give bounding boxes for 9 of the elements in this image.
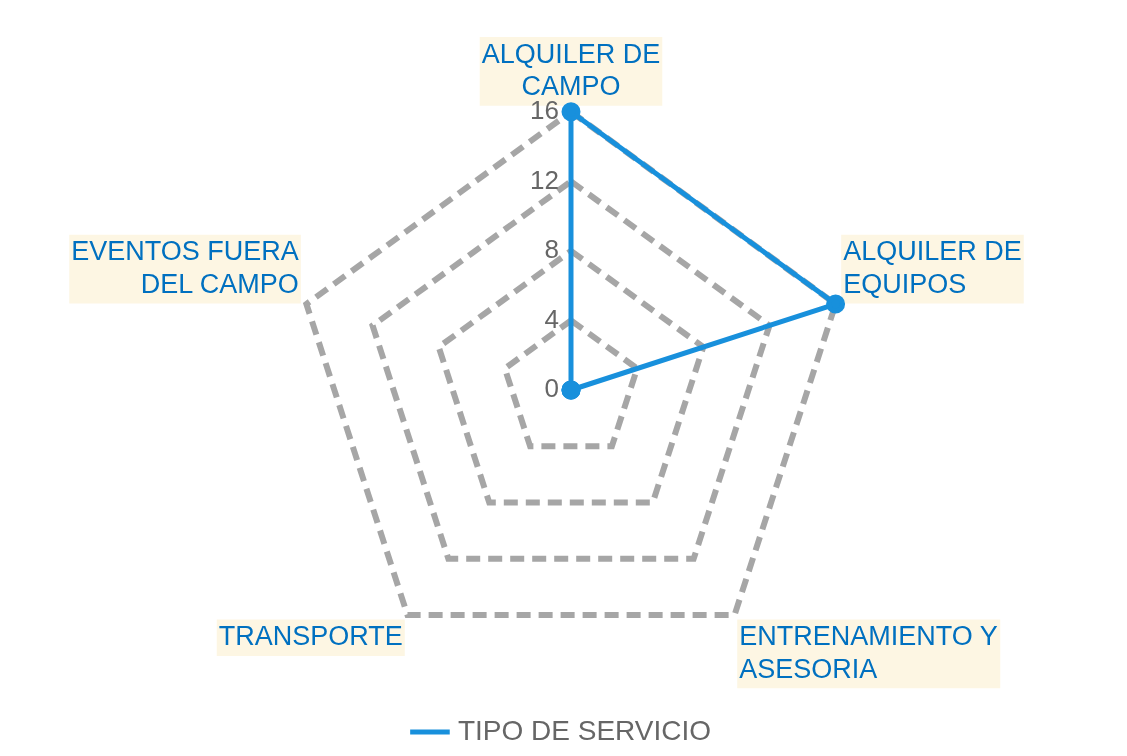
legend-label: TIPO DE SERVICIO bbox=[457, 714, 712, 746]
y-tick-label: 0 bbox=[544, 373, 559, 404]
spoke-label: ENTRENAMIENTO Y ASESORIA bbox=[739, 621, 998, 684]
y-tick-label: 8 bbox=[544, 234, 559, 265]
y-tick-label: 4 bbox=[544, 303, 559, 334]
y-tick-label: 12 bbox=[530, 164, 559, 195]
spoke-label: ALQUILER DE EQUIPOS bbox=[843, 236, 1022, 299]
spoke-label: EVENTOS FUERA DEL CAMPO bbox=[71, 236, 299, 299]
spoke-label: TRANSPORTE bbox=[218, 621, 403, 652]
